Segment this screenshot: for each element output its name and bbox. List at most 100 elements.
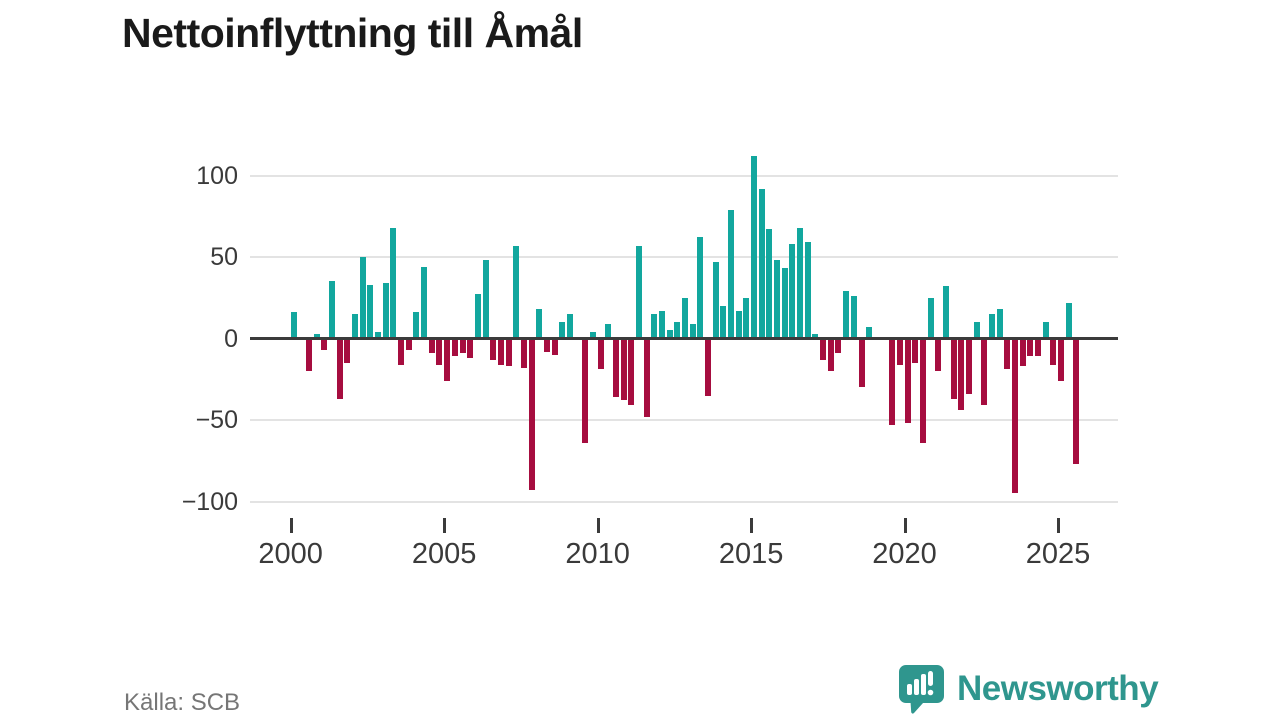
x-axis-tick-label: 2010 bbox=[565, 538, 630, 570]
bar-2013Q3 bbox=[705, 338, 712, 396]
bar-2006Q3 bbox=[490, 338, 497, 360]
newsworthy-wordmark: Newsworthy bbox=[957, 669, 1159, 708]
bar-2011Q3 bbox=[643, 338, 650, 417]
bar-2010Q3 bbox=[612, 338, 619, 398]
bar-2002Q3 bbox=[367, 284, 374, 339]
bar-2018Q2 bbox=[850, 296, 857, 339]
bar-2025Q1 bbox=[1058, 338, 1064, 381]
bar-2002Q1 bbox=[352, 314, 359, 339]
bar-2007Q4 bbox=[528, 338, 535, 491]
x-axis-tick bbox=[443, 518, 447, 533]
bar-2019Q4 bbox=[896, 338, 903, 365]
bar-2014Q2 bbox=[728, 209, 735, 339]
bar-2024Q2 bbox=[1034, 338, 1041, 357]
bar-2023Q2 bbox=[1004, 338, 1011, 370]
bar-2008Q3 bbox=[551, 338, 558, 355]
chart-title: Nettoinflyttning till Åmål bbox=[122, 10, 583, 56]
bar-2005Q4 bbox=[467, 338, 474, 359]
bar-2016Q1 bbox=[781, 268, 788, 339]
bar-2008Q1 bbox=[536, 309, 543, 339]
bar-2017Q2 bbox=[820, 338, 827, 360]
logo-bar-3 bbox=[921, 674, 926, 695]
bar-2001Q3 bbox=[336, 338, 343, 399]
bar-2001Q4 bbox=[344, 338, 351, 363]
y-gridline bbox=[250, 419, 1118, 421]
bar-2015Q3 bbox=[766, 229, 773, 339]
y-gridline bbox=[250, 256, 1118, 258]
bar-2015Q4 bbox=[774, 260, 781, 339]
bar-2011Q4 bbox=[651, 314, 658, 339]
bar-2020Q3 bbox=[919, 338, 926, 443]
bar-2021Q1 bbox=[935, 338, 942, 372]
bar-2023Q4 bbox=[1019, 338, 1026, 367]
y-gridline bbox=[250, 174, 1118, 177]
bar-2009Q1 bbox=[566, 314, 573, 339]
bar-2024Q3 bbox=[1042, 322, 1049, 339]
y-axis-tick-label: −100 bbox=[181, 487, 238, 516]
bar-2014Q3 bbox=[735, 310, 742, 339]
x-axis-tick-label: 2000 bbox=[258, 538, 323, 570]
bar-2004Q4 bbox=[436, 338, 443, 365]
bar-2012Q4 bbox=[682, 297, 689, 339]
bar-2022Q4 bbox=[988, 314, 995, 339]
x-axis-tick-label: 2015 bbox=[718, 538, 784, 570]
bar-2006Q4 bbox=[497, 338, 504, 365]
bar-2008Q4 bbox=[559, 322, 566, 339]
bar-2014Q1 bbox=[720, 305, 727, 339]
y-axis-tick-label: 50 bbox=[210, 243, 238, 271]
newsworthy-icon bbox=[899, 665, 944, 714]
x-axis-tick bbox=[596, 518, 600, 533]
bar-2011Q2 bbox=[635, 245, 642, 339]
bar-2024Q4 bbox=[1050, 338, 1057, 365]
bar-2000Q3 bbox=[306, 338, 313, 372]
bar-2016Q4 bbox=[804, 242, 811, 339]
bar-2008Q2 bbox=[543, 338, 550, 352]
bar-2017Q1 bbox=[812, 333, 819, 339]
bar-2004Q3 bbox=[428, 338, 435, 354]
bar-2003Q2 bbox=[390, 227, 397, 339]
x-axis-tick bbox=[903, 518, 907, 533]
bar-2003Q1 bbox=[382, 283, 389, 339]
bar-2017Q4 bbox=[835, 338, 842, 354]
bar-2016Q3 bbox=[797, 227, 804, 339]
bar-2012Q2 bbox=[666, 330, 673, 339]
bar-2025Q3 bbox=[1073, 338, 1080, 464]
bar-2002Q2 bbox=[359, 257, 366, 339]
bar-2025Q2 bbox=[1065, 302, 1072, 339]
bar-2007Q3 bbox=[520, 338, 527, 368]
y-gridline bbox=[250, 500, 1118, 503]
source-label: Källa: SCB bbox=[124, 689, 241, 716]
bar-2012Q3 bbox=[674, 322, 681, 339]
bar-2005Q2 bbox=[451, 338, 458, 357]
bar-2017Q3 bbox=[827, 338, 834, 372]
bar-2004Q2 bbox=[421, 266, 428, 339]
bar-2010Q2 bbox=[605, 323, 612, 339]
bar-2005Q3 bbox=[459, 338, 466, 354]
bar-2001Q2 bbox=[329, 281, 336, 339]
bar-2023Q1 bbox=[996, 309, 1003, 339]
bar-2024Q1 bbox=[1027, 338, 1034, 357]
bar-2015Q2 bbox=[758, 188, 765, 339]
bar-2018Q1 bbox=[843, 291, 850, 339]
x-axis-tick bbox=[289, 518, 293, 533]
bar-2022Q3 bbox=[981, 338, 988, 406]
x-axis-tick-label: 2025 bbox=[1025, 538, 1091, 570]
x-axis-tick bbox=[1057, 518, 1060, 533]
bar-2000Q4 bbox=[313, 333, 320, 339]
bar-2015Q1 bbox=[751, 155, 758, 339]
bar-2020Q2 bbox=[912, 338, 919, 363]
bar-2013Q4 bbox=[712, 261, 719, 339]
bar-2013Q1 bbox=[689, 323, 696, 339]
bar-2007Q1 bbox=[505, 338, 512, 367]
bar-2011Q1 bbox=[628, 338, 635, 406]
bar-2012Q1 bbox=[659, 310, 665, 339]
bar-2023Q3 bbox=[1011, 338, 1018, 494]
bar-2016Q2 bbox=[789, 243, 796, 339]
bar-2003Q4 bbox=[405, 338, 412, 350]
bar-2001Q1 bbox=[321, 338, 328, 350]
x-axis-tick-label: 2020 bbox=[872, 538, 937, 570]
y-axis-tick-label: −50 bbox=[195, 406, 238, 434]
bar-2018Q3 bbox=[858, 338, 865, 388]
bar-2006Q2 bbox=[482, 260, 489, 339]
